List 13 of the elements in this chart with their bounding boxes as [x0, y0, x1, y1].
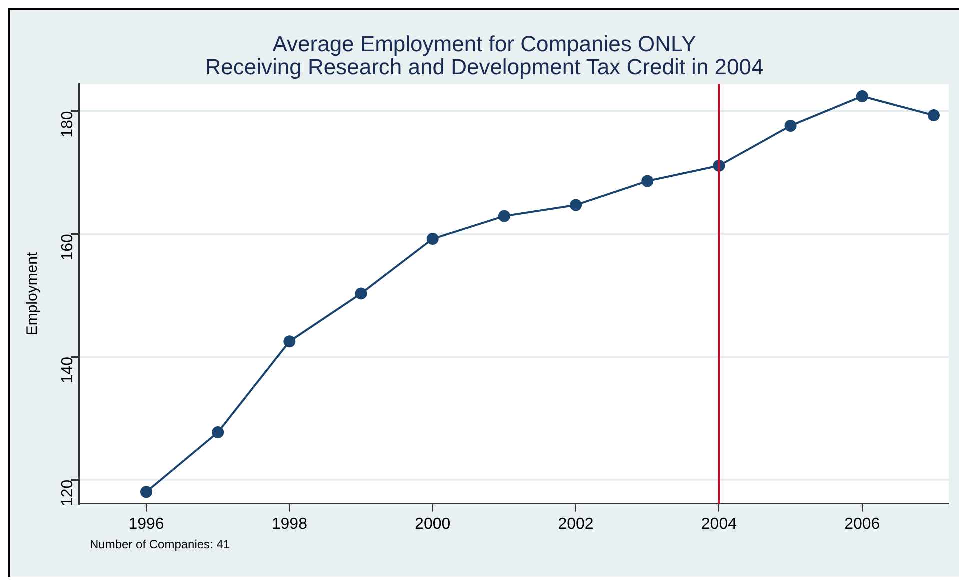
y-axis-title: Employment: [24, 251, 42, 336]
y-tick-label: 180: [60, 111, 77, 138]
x-tick-label: 2006: [844, 516, 880, 533]
x-tick-label: 1998: [272, 516, 308, 533]
text: Number of Companies: 41: [90, 537, 230, 552]
chart-title: Average Employment for Companies ONLY Receiving Research and Development Tax Credit in 2004: [205, 32, 764, 80]
y-tick-label: 140: [60, 356, 77, 384]
x-tick-label: 2000: [415, 516, 451, 533]
x-tick-label: 2004: [701, 516, 738, 533]
x-tick-label: 1996: [128, 516, 164, 533]
x-tick-label: 2002: [558, 516, 594, 533]
y-tick-label: 120: [60, 480, 77, 507]
y-tick-label: 160: [60, 234, 77, 261]
